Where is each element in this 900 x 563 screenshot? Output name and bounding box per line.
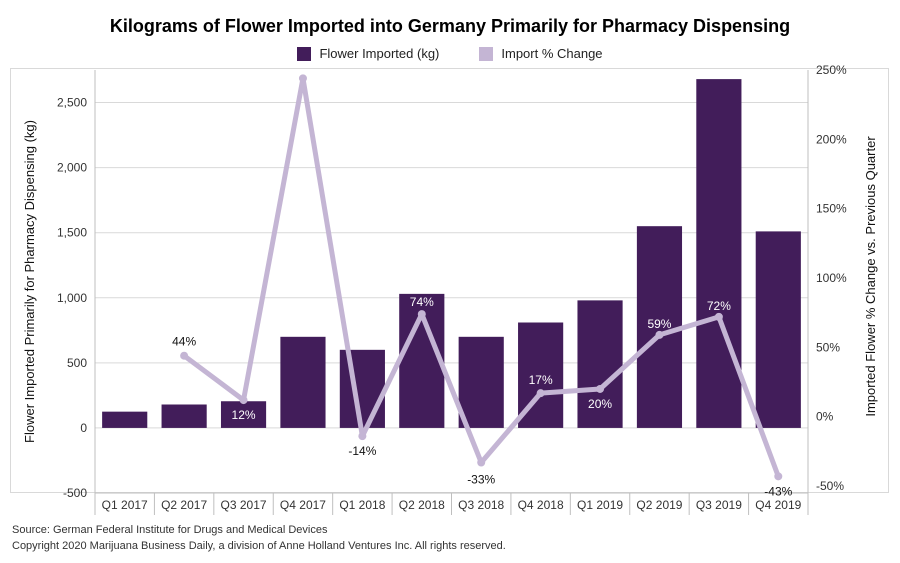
y2-tick-label: 100% <box>816 271 847 285</box>
footer-copyright: Copyright 2020 Marijuana Business Daily,… <box>12 540 506 552</box>
line-point <box>655 330 664 339</box>
line-point <box>417 310 426 319</box>
y-axis-title: Flower Imported Primarily for Pharmacy D… <box>22 120 37 443</box>
legend-item-line: Import % Change <box>479 46 603 61</box>
chart-title: Kilograms of Flower Imported into German… <box>109 16 791 36</box>
x-tick-label: Q2 2019 <box>636 498 682 512</box>
y2-axis-title: Imported Flower % Change vs. Previous Qu… <box>863 136 878 417</box>
x-tick-label: Q1 2017 <box>102 498 148 512</box>
x-tick-label: Q1 2018 <box>339 498 385 512</box>
y2-tick-label: 0% <box>816 410 834 424</box>
bar <box>636 226 683 428</box>
bar <box>280 336 326 428</box>
line-data-label: 12% <box>232 408 256 422</box>
line-point <box>714 312 723 321</box>
y-tick-label: 500 <box>67 356 87 370</box>
y-tick-label: 1,000 <box>57 291 87 305</box>
line-data-label: 72% <box>707 299 731 313</box>
x-tick-label: Q2 2017 <box>161 498 207 512</box>
footer-source: Source: German Federal Institute for Dru… <box>12 524 328 536</box>
line-data-label: -43% <box>764 484 792 498</box>
legend-swatch-line <box>479 46 494 61</box>
bar <box>339 349 385 428</box>
bar <box>220 401 267 428</box>
line-point <box>298 74 307 83</box>
legend-item-bars: Flower Imported (kg) <box>297 46 439 61</box>
line-point <box>596 384 605 393</box>
line-point <box>180 351 189 360</box>
y-tick-label: 2,500 <box>57 96 87 110</box>
line-data-label: 59% <box>647 317 671 331</box>
y-tick-label: 0 <box>80 421 87 435</box>
line-point <box>239 396 248 405</box>
legend: Flower Imported (kg) Import % Change <box>0 46 900 61</box>
bar <box>458 336 504 428</box>
line-data-label: 17% <box>529 373 553 387</box>
line-point <box>536 389 545 398</box>
line-point <box>774 472 783 481</box>
line-data-label: 44% <box>172 335 196 349</box>
y-tick-label: 2,000 <box>57 161 87 175</box>
y2-tick-label: 200% <box>816 132 847 146</box>
x-tick-label: Q4 2018 <box>518 498 564 512</box>
x-tick-label: Q1 2019 <box>577 498 623 512</box>
line-point <box>477 458 486 467</box>
line-data-label: -33% <box>467 472 495 486</box>
x-tick-label: Q3 2018 <box>458 498 504 512</box>
bar <box>696 79 742 428</box>
y2-tick-label: 250% <box>816 63 847 77</box>
y2-tick-label: -50% <box>816 479 844 493</box>
line-data-label: 20% <box>588 397 612 411</box>
x-tick-label: Q4 2019 <box>755 498 801 512</box>
x-tick-label: Q3 2017 <box>221 498 267 512</box>
y-tick-label: 1,500 <box>57 226 87 240</box>
y-tick-label: -500 <box>63 486 87 500</box>
bar <box>161 404 207 428</box>
x-tick-label: Q4 2017 <box>280 498 326 512</box>
bar <box>577 300 623 428</box>
bar <box>102 411 148 428</box>
footer: Source: German Federal Institute for Dru… <box>12 522 506 554</box>
x-tick-label: Q3 2019 <box>696 498 742 512</box>
legend-label-bars: Flower Imported (kg) <box>319 46 440 61</box>
y2-tick-label: 50% <box>816 340 840 354</box>
bar <box>755 231 801 428</box>
line-data-label: 74% <box>410 295 434 309</box>
legend-swatch-bars <box>297 46 312 61</box>
y2-tick-label: 150% <box>816 202 847 216</box>
line-data-label: -14% <box>348 444 376 458</box>
x-tick-label: Q2 2018 <box>399 498 445 512</box>
legend-label-line: Import % Change <box>501 46 603 61</box>
line-point <box>358 432 367 441</box>
